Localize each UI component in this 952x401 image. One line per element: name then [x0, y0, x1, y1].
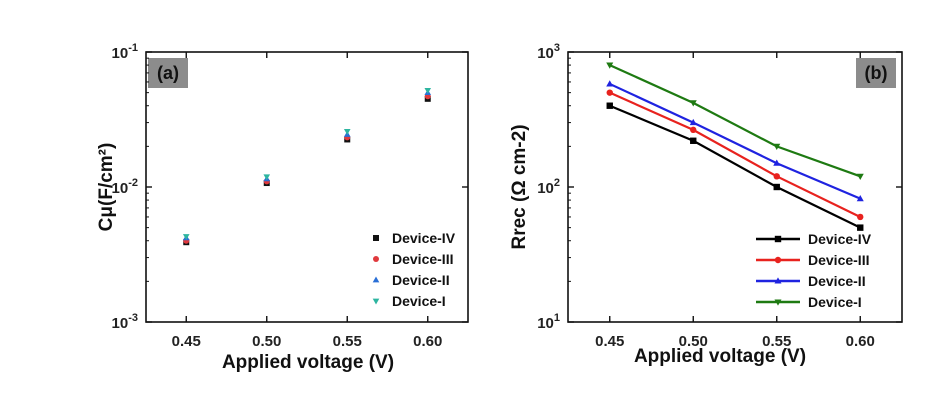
panel-a-legend: Device-IV Device-III Device-II Device-I	[372, 230, 456, 309]
panel-b-tag: (b)	[865, 63, 888, 83]
panel-a-x-tick-label: 0.45	[172, 333, 201, 350]
panel-a-series-device-i-point	[182, 234, 190, 240]
panel-a-legend-marker	[372, 298, 380, 305]
panel-b-series-device-iii-point	[857, 213, 864, 221]
panel-b-tag-box	[856, 58, 896, 88]
panel-b-series-device-iv-point	[606, 102, 613, 109]
panel-b-series-device-ii-point	[856, 194, 864, 202]
panel-b-series-device-iv-point	[773, 183, 780, 191]
panel-b-y-axis-label: Rrec (Ω cm-2)	[509, 124, 530, 249]
panel-a-y-tick-label: 10-1	[112, 42, 138, 62]
panel-a-legend-label: Device-I	[392, 293, 446, 309]
panel-a-legend-marker	[373, 256, 379, 262]
panel-b-y-tick-label: 102	[537, 177, 560, 197]
panel-b-series-device-iv-point	[857, 224, 864, 231]
panel-a-chart: (a) 0.45 0.50 0.55 0.60 10-1 10-2 10-3 Device…	[96, 42, 469, 373]
panel-b-series-device-i-point	[689, 100, 697, 107]
panel-a-series-device-i-point	[263, 174, 271, 181]
panel-b-series-device-ii-line	[609, 82, 861, 200]
panel-b-legend-marker	[774, 277, 782, 284]
panel-a-marks	[182, 87, 432, 246]
panel-b-plot-area	[567, 51, 903, 323]
panel-b-series-device-iii-point	[773, 173, 780, 180]
panel-a-tag-box	[148, 58, 188, 88]
panel-b-series-device-iv-point	[690, 137, 697, 144]
panel-b-series-device-i-point	[856, 173, 864, 180]
panel-a-series-device-i-point	[424, 87, 432, 94]
panel-b-y-tick-label: 103	[537, 42, 560, 62]
panel-b-series-device-i-point	[773, 143, 781, 151]
panel-b-legend-label: Device-III	[808, 252, 869, 268]
panel-a-x-ticks: 0.45 0.50 0.55 0.60	[172, 52, 442, 350]
panel-b-legend-label: Device-IV	[808, 231, 872, 247]
panel-b-legend: Device-IV Device-III Device-II Device-I	[756, 231, 872, 310]
panel-b-series-device-ii-point	[606, 80, 614, 87]
panel-b-x-tick-label: 0.60	[846, 333, 875, 350]
panel-b-series-device-iv-line	[609, 104, 861, 229]
panel-a-y-tick-label: 10-3	[112, 312, 138, 332]
panel-b-series-device-i-point	[606, 62, 614, 69]
panel-a-y-ticks: 10-1 10-2 10-3	[112, 42, 468, 332]
panel-a-legend-label: Device-II	[392, 272, 450, 288]
panel-b-series-device-ii-point	[773, 159, 781, 166]
panel-b-series-device-i-line	[609, 64, 861, 178]
panel-b-y-tick-label: 101	[537, 312, 560, 332]
panel-b-x-axis-label: Applied voltage (V)	[634, 346, 806, 367]
panel-a-y-axis-label-text: Cμ(F/cm²)	[96, 143, 117, 232]
panel-a-plot-area	[145, 51, 469, 323]
panel-b-series-device-ii-point	[689, 118, 697, 126]
panel-a-x-axis-label: Applied voltage (V)	[222, 352, 394, 373]
panel-a-x-tick-label: 0.60	[413, 333, 442, 350]
panel-b-x-tick-label: 0.55	[762, 333, 791, 350]
panel-b-series-device-iii-point	[606, 89, 613, 96]
panel-b-x-tick-label: 0.50	[679, 333, 708, 350]
panel-b-legend-marker	[774, 256, 782, 264]
panel-b-x-ticks: 0.45 0.50 0.55 0.60	[595, 52, 875, 350]
panel-b-legend-marker	[774, 235, 782, 243]
panel-a-y-axis-label: Cμ(F/cm²)	[96, 143, 117, 232]
panel-b-legend-label: Device-I	[808, 294, 862, 310]
panel-b-marks	[606, 62, 864, 231]
panel-b-series-device-iii-line	[609, 91, 861, 218]
panel-a-y-tick-label: 10-2	[112, 177, 138, 197]
panel-b-x-tick-label: 0.45	[595, 333, 624, 350]
panel-a-legend-label: Device-IV	[392, 230, 456, 246]
panel-a-x-tick-label: 0.55	[333, 333, 362, 350]
panel-b-legend-marker	[774, 299, 782, 306]
panel-b-chart: (b) 0.45 0.50 0.55 0.60 103 102 101 Device-IV…	[509, 42, 903, 367]
panel-a-tag: (a)	[157, 63, 179, 83]
panel-a-legend-marker	[373, 235, 379, 241]
panel-b-y-axis-label-text: Rrec (Ω cm-2)	[509, 124, 530, 249]
panel-a-series-device-i-point	[343, 129, 351, 135]
panel-a-legend-marker	[372, 276, 380, 283]
panel-b-legend-label: Device-II	[808, 273, 866, 289]
panel-a-x-tick-label: 0.50	[252, 333, 281, 350]
panel-b-y-ticks: 103 102 101	[537, 42, 902, 332]
panel-a-legend-label: Device-III	[392, 251, 453, 267]
panel-b-series-device-iii-point	[690, 126, 697, 134]
